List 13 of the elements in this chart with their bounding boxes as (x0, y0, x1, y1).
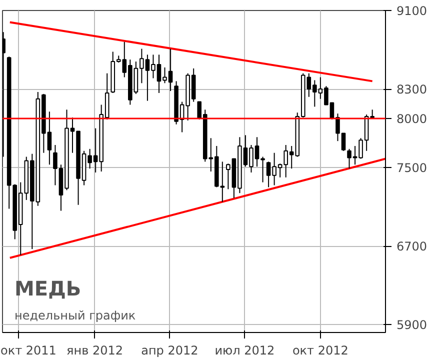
y-tick-label: 5900 (396, 318, 428, 332)
y-tick-label: 7500 (396, 161, 428, 176)
x-tick-label: янв 2012 (66, 344, 124, 358)
x-tick-label: окт 2012 (292, 344, 348, 358)
y-tick-label: 6700 (396, 240, 428, 254)
text: недельный график (14, 308, 136, 322)
ref-line-label: 8000 (396, 112, 428, 126)
x-tick-label: окт 2011 (0, 344, 56, 358)
x-tick-label: апр 2012 (141, 344, 198, 358)
y-tick-label: 9100 (396, 4, 428, 18)
x-tick-label: июл 2012 (214, 344, 275, 358)
text: МЕДЬ (14, 276, 82, 300)
y-tick-label: 8300 (396, 82, 428, 97)
